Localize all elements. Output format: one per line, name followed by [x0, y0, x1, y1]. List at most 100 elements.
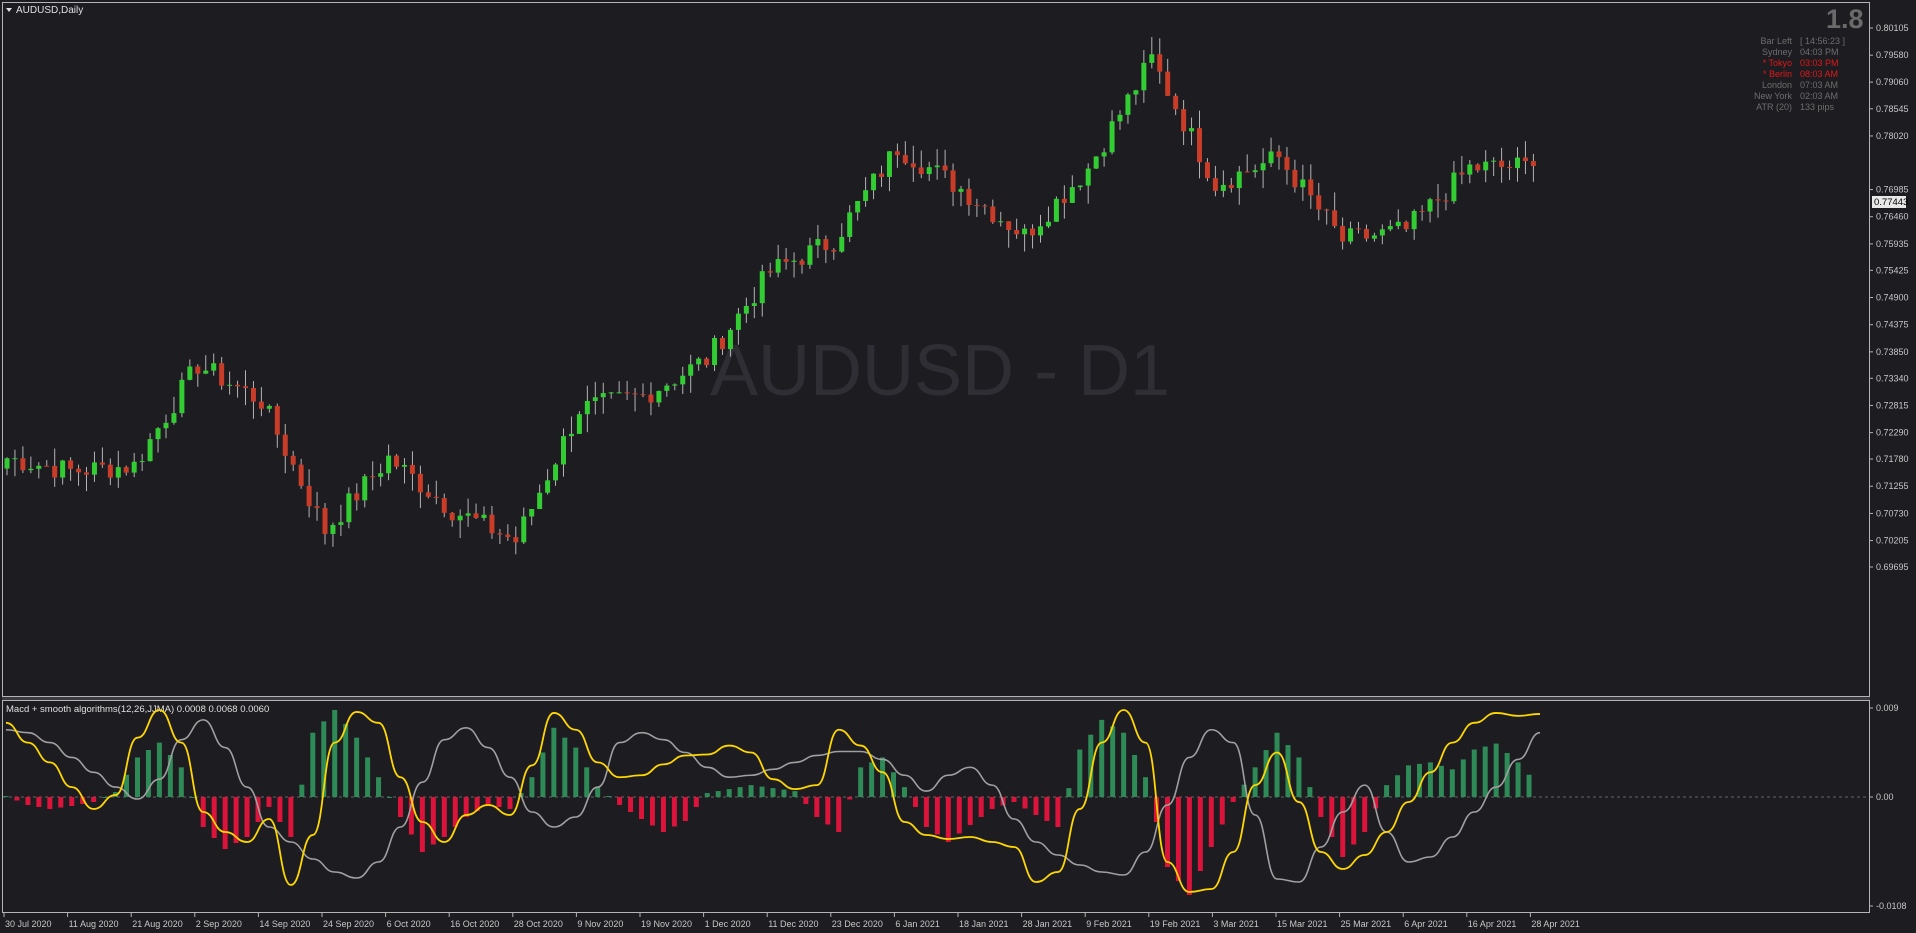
histogram-bar	[1066, 788, 1072, 797]
candle-body	[505, 534, 511, 538]
candle-body	[735, 313, 741, 330]
candle-body	[1045, 221, 1051, 227]
candle-body	[1197, 128, 1202, 163]
histogram-bar	[430, 797, 436, 845]
candle-body	[823, 239, 829, 250]
candle-body	[36, 465, 42, 469]
histogram-bar	[869, 762, 875, 797]
candle-body	[1411, 211, 1417, 230]
histogram-bar	[1186, 797, 1192, 895]
histogram-bar	[781, 789, 787, 797]
candle-body	[974, 205, 980, 207]
candle-body	[155, 428, 161, 440]
price-axis[interactable]: 0.80105 0.79580 0.79060 0.78545 0.78020 0.769…	[1869, 23, 1909, 572]
candle-body	[489, 514, 495, 534]
histogram-bar	[1011, 797, 1017, 802]
indicator-tick-label: 0.009	[1876, 703, 1899, 713]
histogram-bar	[1055, 797, 1061, 827]
candle-body	[839, 236, 845, 252]
histogram-bar	[1197, 797, 1203, 871]
time-tick-label: 16 Oct 2020	[450, 919, 499, 929]
histogram-bar	[978, 797, 984, 817]
histogram-bar	[584, 767, 590, 797]
candle-body	[1483, 161, 1489, 171]
histogram-bar	[1132, 754, 1138, 797]
histogram-bar	[1416, 763, 1422, 797]
candle-body	[211, 363, 217, 371]
candle-body	[1109, 121, 1115, 153]
candle-body	[1268, 151, 1274, 164]
candle-body	[402, 464, 407, 467]
candle-body	[680, 375, 686, 385]
candle-body	[12, 458, 18, 460]
candle-body	[1125, 94, 1131, 115]
candle-body	[950, 170, 956, 192]
candle-body	[1173, 95, 1179, 110]
collapse-triangle-icon[interactable]	[6, 8, 12, 12]
info-row-label: * Berlin	[1762, 69, 1792, 79]
price-tick-label: 0.71255	[1876, 481, 1909, 491]
histogram-bar	[145, 750, 151, 797]
candle-body	[902, 155, 908, 164]
candle-body	[879, 173, 884, 177]
histogram-bar	[1088, 734, 1094, 797]
candle-body	[584, 400, 590, 415]
histogram-bar	[124, 774, 130, 797]
histogram-bar	[496, 797, 502, 807]
histogram-bar	[441, 797, 447, 837]
candle-body	[871, 173, 877, 191]
candle-body	[656, 390, 662, 403]
price-tick-label: 0.75425	[1876, 265, 1909, 275]
price-tick-label: 0.70730	[1876, 508, 1909, 518]
candle-body	[330, 524, 336, 534]
candle-body	[1443, 200, 1449, 202]
histogram-bar	[617, 797, 623, 805]
info-row-value: 04:03 PM	[1800, 47, 1839, 57]
histogram-bar	[321, 721, 327, 797]
candle-body	[568, 433, 574, 437]
info-row-label: * Tokyo	[1762, 58, 1792, 68]
price-tick-label: 0.78545	[1876, 104, 1909, 114]
histogram-bar	[1307, 787, 1313, 797]
candle-body	[751, 303, 757, 306]
candle-body	[20, 458, 26, 471]
candle-body	[1284, 157, 1290, 170]
histogram-bar	[726, 789, 732, 797]
candle-body	[982, 205, 988, 207]
histogram-bar	[551, 727, 557, 797]
histogram-bar	[836, 797, 842, 832]
price-tick-label: 0.73850	[1876, 347, 1909, 357]
histogram-bar	[923, 797, 929, 827]
info-row-value: 133 pips	[1800, 102, 1835, 112]
histogram-bar	[266, 797, 272, 807]
histogram-bar	[365, 757, 371, 797]
candle-body	[131, 461, 137, 473]
candle-body	[282, 434, 288, 456]
indicator-tick-label: 0.00	[1876, 792, 1894, 802]
candle-body	[712, 337, 718, 366]
candle-body	[934, 165, 940, 168]
time-axis[interactable]: 30 Jul 2020 11 Aug 2020 21 Aug 2020 2 Sep 2…	[3, 913, 1580, 929]
pane-separator[interactable]	[2, 697, 1870, 701]
indicator-axis[interactable]: 0.009 0.00 -0.0108	[1869, 703, 1907, 911]
candle-body	[831, 249, 837, 252]
histogram-bar	[858, 767, 864, 797]
histogram-bar	[1230, 797, 1236, 802]
candle-body	[847, 212, 853, 237]
histogram-bar	[1449, 769, 1455, 797]
histogram-bar	[474, 797, 480, 811]
histogram-bar	[1318, 797, 1324, 817]
candle-body	[28, 468, 34, 471]
candle-body	[1300, 179, 1306, 188]
candle-body	[600, 393, 606, 398]
histogram-bar	[1340, 797, 1346, 857]
candle-body	[1435, 199, 1441, 201]
candle-body	[1149, 54, 1155, 63]
histogram-bar	[1241, 784, 1247, 797]
time-tick-label: 18 Jan 2021	[959, 919, 1009, 929]
candle-body	[1101, 152, 1107, 157]
histogram-bar	[901, 787, 907, 797]
candle-body	[1228, 184, 1234, 189]
